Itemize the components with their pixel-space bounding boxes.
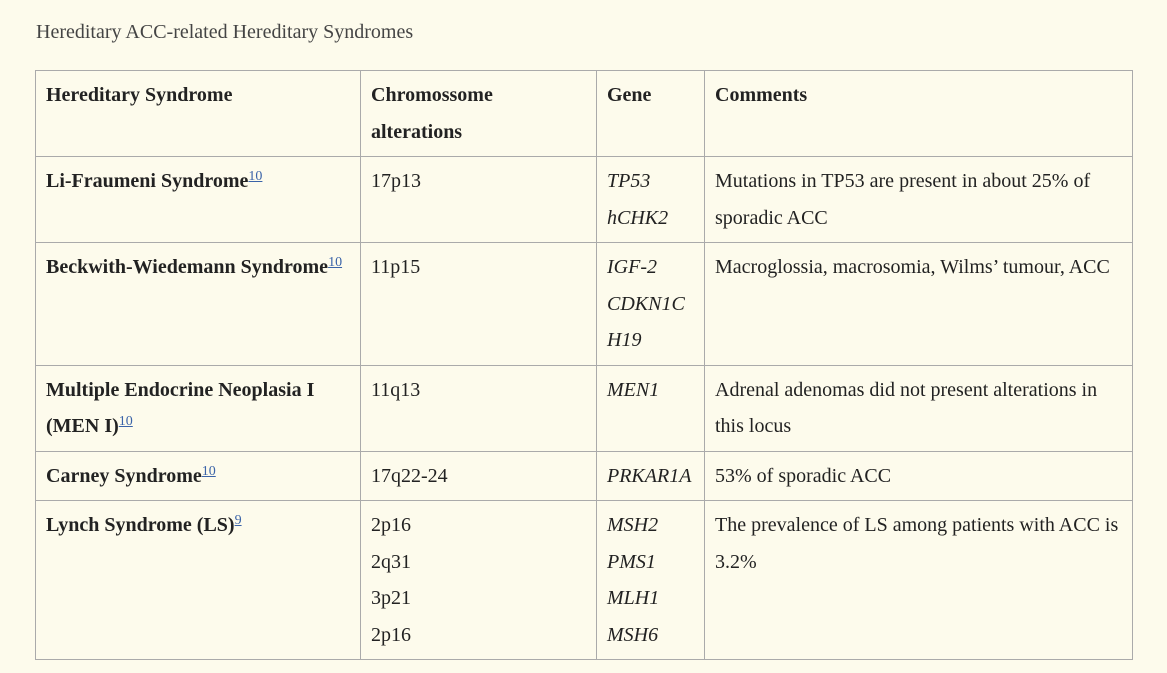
gene-cell: MSH2 PMS1 MLH1 MSH6 — [596, 500, 705, 660]
syndrome-cell: Carney Syndrome10 — [35, 450, 361, 501]
table-caption: Hereditary ACC-related Hereditary Syndro… — [36, 21, 414, 43]
header-hereditary-syndrome: Hereditary Syndrome — [35, 70, 361, 157]
gene-name: MEN1 — [607, 378, 660, 401]
table-row: Carney Syndrome10 17q22-24 PRKAR1A 53% of s… — [35, 450, 1133, 501]
gene-cell: IGF-2 CDKN1C H19 — [596, 242, 705, 366]
comment-cell: Macroglossia, macrosomia, Wilms’ tumour,… — [704, 242, 1133, 366]
gene-name: hCHK2 — [607, 206, 669, 229]
chromosome-alteration: 3p21 — [371, 587, 411, 609]
reference-superscript: 10 — [119, 410, 133, 429]
syndrome-name: Carney Syndrome — [46, 464, 202, 487]
gene-name: PMS1 — [607, 550, 656, 573]
syndrome-cell: Lynch Syndrome (LS)9 — [35, 500, 361, 660]
gene-name: IGF-2 — [607, 256, 657, 278]
header-gene: Gene — [596, 70, 705, 157]
syndrome-cell: Beckwith-Wiedemann Syndrome10 — [35, 242, 361, 366]
chromosome-alteration: 2p16 — [371, 623, 411, 646]
gene-cell: TP53 hCHK2 — [596, 156, 705, 243]
gene-name: MSH6 — [607, 623, 659, 646]
comment-cell: Mutations in TP53 are present in about 2… — [704, 156, 1133, 243]
syndrome-name: Multiple Endocrine Neoplasia I (MEN I) — [46, 378, 315, 438]
syndromes-table: Hereditary Syndrome Chromossome alterati… — [35, 70, 1133, 660]
reference-link[interactable]: 10 — [201, 463, 216, 479]
reference-superscript: 10 — [328, 251, 342, 270]
chromosome-alteration: 11p15 — [371, 256, 421, 278]
reference-superscript: 9 — [235, 509, 242, 528]
alterations-cell: 2p16 2q31 3p21 2p16 — [360, 500, 597, 660]
table-row: Li-Fraumeni Syndrome10 17p13 TP53 hCHK2 Muta… — [35, 156, 1133, 243]
syndrome-cell: Multiple Endocrine Neoplasia I (MEN I)10 — [35, 364, 361, 452]
alterations-cell: 17p13 — [360, 156, 597, 243]
alterations-cell: 11p15 — [360, 242, 597, 366]
gene-name: CDKN1C — [607, 292, 685, 315]
alterations-cell: 11q13 — [360, 364, 597, 452]
syndrome-name: Lynch Syndrome (LS) — [46, 514, 235, 536]
header-chromosome-alterations: Chromossome alterations — [360, 70, 597, 157]
reference-superscript: 10 — [248, 165, 262, 184]
syndrome-cell: Li-Fraumeni Syndrome10 — [35, 156, 361, 243]
table-row: Lynch Syndrome (LS)9 2p16 2q31 3p21 2p16 MSH2… — [35, 500, 1133, 660]
reference-link[interactable]: 10 — [328, 255, 343, 270]
reference-link[interactable]: 10 — [118, 414, 133, 429]
header-comments: Comments — [704, 70, 1133, 157]
chromosome-alteration: 17q22-24 — [371, 464, 448, 487]
gene-name: TP53 — [607, 170, 651, 192]
table-body: Li-Fraumeni Syndrome10 17p13 TP53 hCHK2 Muta… — [35, 156, 1133, 660]
chromosome-alteration: 2q31 — [371, 550, 411, 573]
chromosome-alteration: 17p13 — [371, 170, 421, 192]
gene-name: MLH1 — [607, 587, 660, 609]
comment-cell: 53% of sporadic ACC — [704, 450, 1133, 501]
gene-name: MSH2 — [607, 514, 659, 536]
comment-cell: The prevalence of LS among patients with… — [704, 500, 1133, 660]
syndrome-name: Beckwith-Wiedemann Syndrome — [46, 256, 329, 278]
chromosome-alteration: 11q13 — [371, 378, 421, 401]
comment-cell: Adrenal adenomas did not present alterat… — [704, 364, 1133, 452]
syndrome-name: Li-Fraumeni Syndrome — [46, 170, 249, 192]
reference-link[interactable]: 10 — [248, 169, 263, 184]
gene-name: H19 — [607, 329, 642, 351]
reference-link[interactable]: 9 — [234, 513, 242, 528]
table-header-row: Hereditary Syndrome Chromossome alterati… — [35, 70, 1133, 157]
reference-superscript: 10 — [202, 460, 216, 479]
gene-cell: PRKAR1A — [596, 450, 705, 501]
gene-cell: MEN1 — [596, 364, 705, 452]
alterations-cell: 17q22-24 — [360, 450, 597, 501]
gene-name: PRKAR1A — [607, 464, 692, 487]
table-row: Beckwith-Wiedemann Syndrome10 11p15 IGF-2 C… — [35, 242, 1133, 366]
table-row: Multiple Endocrine Neoplasia I (MEN I)10… — [35, 364, 1133, 452]
chromosome-alteration: 2p16 — [371, 514, 411, 536]
